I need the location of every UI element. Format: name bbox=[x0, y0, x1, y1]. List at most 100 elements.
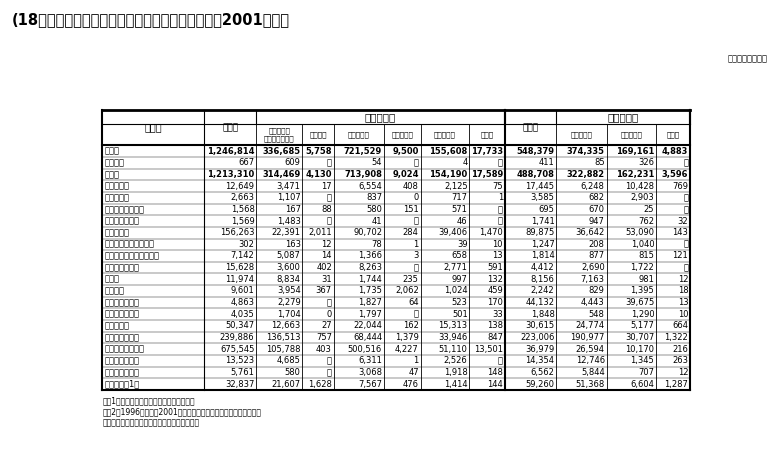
Text: 製造業: 製造業 bbox=[105, 170, 119, 179]
Text: －: － bbox=[413, 263, 419, 272]
Text: 664: 664 bbox=[672, 322, 688, 331]
Text: 1,247: 1,247 bbox=[531, 240, 554, 249]
Text: 90,702: 90,702 bbox=[353, 228, 382, 237]
Text: 8,834: 8,834 bbox=[276, 275, 300, 284]
Text: 143: 143 bbox=[672, 228, 688, 237]
Text: 化学工業: 化学工業 bbox=[105, 228, 129, 237]
Text: 136,513: 136,513 bbox=[266, 333, 300, 342]
Text: 1,470: 1,470 bbox=[479, 228, 503, 237]
Text: －: － bbox=[683, 205, 688, 214]
Text: 5,761: 5,761 bbox=[231, 368, 255, 377]
Text: 47: 47 bbox=[408, 368, 419, 377]
Text: 51,368: 51,368 bbox=[575, 380, 604, 389]
Text: 1,246,814: 1,246,814 bbox=[207, 147, 255, 156]
Text: 670: 670 bbox=[589, 205, 604, 214]
Text: 39,406: 39,406 bbox=[438, 228, 467, 237]
Text: ゴム製品工業: ゴム製品工業 bbox=[105, 263, 139, 272]
Text: 非鉄金属工業: 非鉄金属工業 bbox=[105, 298, 139, 307]
Text: 78: 78 bbox=[371, 240, 382, 249]
Text: 1,483: 1,483 bbox=[276, 217, 300, 226]
Text: 105,788: 105,788 bbox=[266, 345, 300, 354]
Text: 1,345: 1,345 bbox=[631, 356, 654, 365]
Text: 39: 39 bbox=[457, 240, 467, 249]
Text: 窯業: 窯業 bbox=[105, 275, 119, 284]
Text: 156,263: 156,263 bbox=[220, 228, 255, 237]
Text: 336,685: 336,685 bbox=[263, 147, 300, 156]
Text: 170: 170 bbox=[487, 298, 503, 307]
Text: （単位：百万円）: （単位：百万円） bbox=[728, 54, 768, 63]
Text: 4,883: 4,883 bbox=[662, 147, 688, 156]
Text: 4,412: 4,412 bbox=[531, 263, 554, 272]
Text: 7,142: 7,142 bbox=[231, 252, 255, 261]
Text: 4: 4 bbox=[462, 158, 467, 167]
Text: 548: 548 bbox=[589, 310, 604, 319]
Text: 523: 523 bbox=[452, 298, 467, 307]
Text: 総　額: 総 額 bbox=[222, 123, 238, 132]
Text: 459: 459 bbox=[487, 287, 503, 296]
Text: 機械工業: 機械工業 bbox=[105, 322, 129, 331]
Text: 162: 162 bbox=[403, 322, 419, 331]
Text: －: － bbox=[413, 310, 419, 319]
Text: 707: 707 bbox=[638, 368, 654, 377]
Text: 12: 12 bbox=[321, 240, 332, 249]
Text: 6,554: 6,554 bbox=[358, 182, 382, 191]
Text: 13,523: 13,523 bbox=[226, 356, 255, 365]
Text: 4,443: 4,443 bbox=[581, 298, 604, 307]
Text: 4,863: 4,863 bbox=[230, 298, 255, 307]
Text: 36,642: 36,642 bbox=[575, 228, 604, 237]
Text: 13: 13 bbox=[678, 298, 688, 307]
Text: 6,604: 6,604 bbox=[631, 380, 654, 389]
Text: 0: 0 bbox=[413, 193, 419, 202]
Text: 1,848: 1,848 bbox=[531, 310, 554, 319]
Text: 2,125: 2,125 bbox=[444, 182, 467, 191]
Text: 15,628: 15,628 bbox=[226, 263, 255, 272]
Text: 476: 476 bbox=[403, 380, 419, 389]
Text: 5,177: 5,177 bbox=[631, 322, 654, 331]
Text: 7,567: 7,567 bbox=[358, 380, 382, 389]
Text: 144: 144 bbox=[487, 380, 503, 389]
Text: 667: 667 bbox=[239, 158, 255, 167]
Text: 12: 12 bbox=[678, 275, 688, 284]
Text: 1: 1 bbox=[497, 193, 503, 202]
Text: 8,263: 8,263 bbox=[358, 263, 382, 272]
Text: －: － bbox=[327, 217, 332, 226]
Text: 33: 33 bbox=[492, 310, 503, 319]
Text: －: － bbox=[498, 356, 503, 365]
Text: 1,744: 1,744 bbox=[358, 275, 382, 284]
Text: ヨーロッパ: ヨーロッパ bbox=[434, 131, 456, 138]
Text: 7,163: 7,163 bbox=[581, 275, 604, 284]
Text: 26,594: 26,594 bbox=[576, 345, 604, 354]
Text: 68,444: 68,444 bbox=[353, 333, 382, 342]
Text: 輸送用機械工業: 輸送用機械工業 bbox=[105, 345, 145, 354]
Text: 216: 216 bbox=[672, 345, 688, 354]
Text: 食品工業: 食品工業 bbox=[105, 182, 129, 191]
Text: 85: 85 bbox=[594, 158, 604, 167]
Text: 36,979: 36,979 bbox=[525, 345, 554, 354]
Text: 3,600: 3,600 bbox=[276, 263, 300, 272]
Text: 2,903: 2,903 bbox=[631, 193, 654, 202]
Text: 13,501: 13,501 bbox=[474, 345, 503, 354]
Text: 1: 1 bbox=[413, 356, 419, 365]
Text: 162,231: 162,231 bbox=[616, 170, 654, 179]
Text: 284: 284 bbox=[403, 228, 419, 237]
Text: 1,024: 1,024 bbox=[444, 287, 467, 296]
Text: 1,568: 1,568 bbox=[231, 205, 255, 214]
Text: 235: 235 bbox=[403, 275, 419, 284]
Text: 12: 12 bbox=[678, 368, 688, 377]
Text: 411: 411 bbox=[539, 158, 554, 167]
Text: 12,746: 12,746 bbox=[576, 356, 604, 365]
Text: 1,366: 1,366 bbox=[358, 252, 382, 261]
Text: 148: 148 bbox=[487, 368, 503, 377]
Text: －: － bbox=[327, 356, 332, 365]
Text: 2,663: 2,663 bbox=[230, 193, 255, 202]
Text: 88: 88 bbox=[321, 205, 332, 214]
Text: 762: 762 bbox=[638, 217, 654, 226]
Text: 169,161: 169,161 bbox=[616, 147, 654, 156]
Text: 14: 14 bbox=[321, 252, 332, 261]
Text: 51,110: 51,110 bbox=[439, 345, 467, 354]
Text: 2,062: 2,062 bbox=[395, 287, 419, 296]
Text: 548,379: 548,379 bbox=[517, 147, 554, 156]
Text: 121: 121 bbox=[672, 252, 688, 261]
Text: 981: 981 bbox=[638, 275, 654, 284]
Text: 西アジア: 西アジア bbox=[310, 131, 326, 138]
